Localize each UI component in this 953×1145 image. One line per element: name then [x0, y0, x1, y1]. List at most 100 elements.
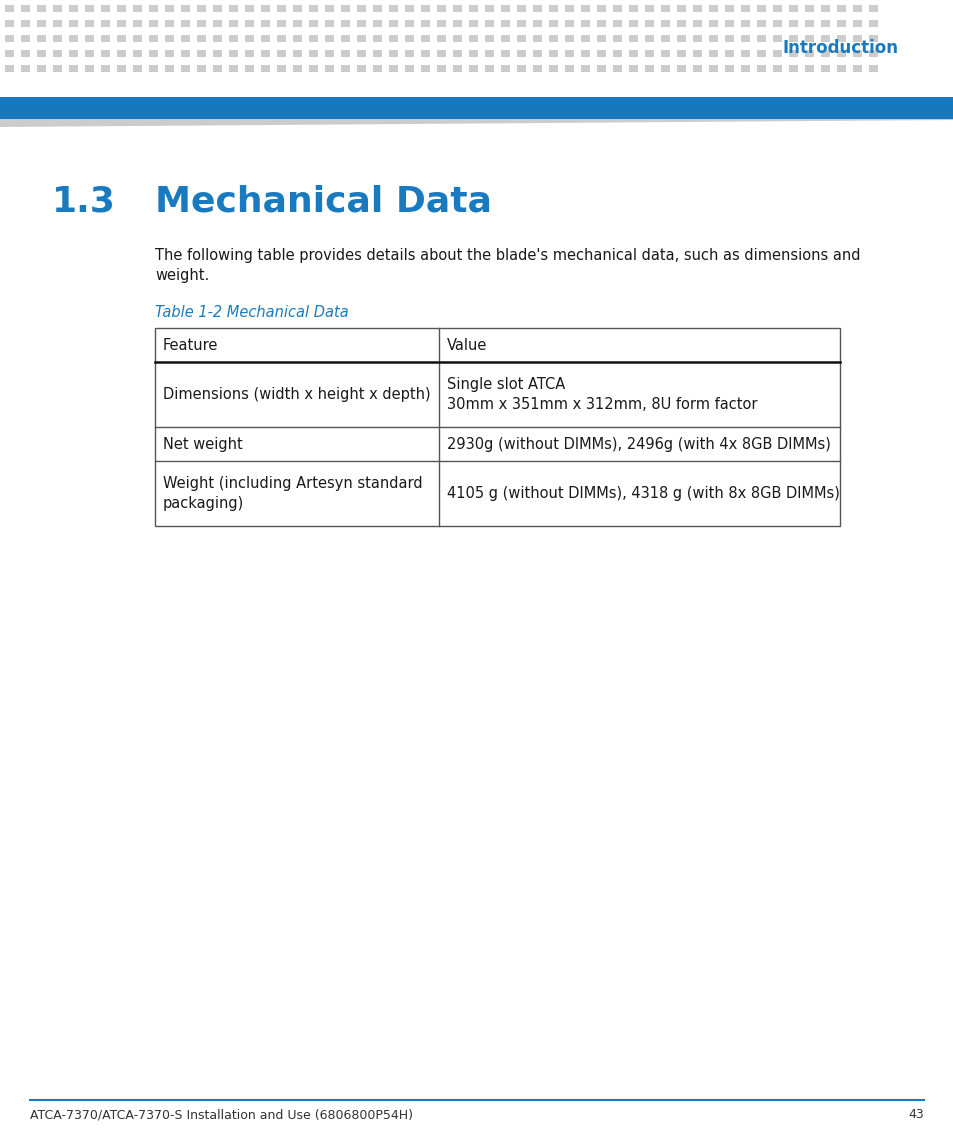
- Text: ATCA-7370/ATCA-7370-S Installation and Use (6806800P54H): ATCA-7370/ATCA-7370-S Installation and U…: [30, 1108, 413, 1121]
- Bar: [548, 50, 558, 57]
- Bar: [340, 50, 350, 57]
- Bar: [692, 35, 701, 42]
- Bar: [597, 50, 605, 57]
- Bar: [293, 19, 302, 27]
- Bar: [420, 5, 430, 11]
- Bar: [772, 5, 781, 11]
- Bar: [740, 65, 749, 72]
- Bar: [836, 50, 845, 57]
- Bar: [69, 19, 78, 27]
- Bar: [340, 19, 350, 27]
- Bar: [101, 65, 110, 72]
- Text: Mechanical Data: Mechanical Data: [154, 185, 492, 219]
- Bar: [276, 19, 286, 27]
- Bar: [245, 50, 253, 57]
- Bar: [21, 19, 30, 27]
- Bar: [821, 35, 829, 42]
- Bar: [405, 65, 414, 72]
- Bar: [821, 5, 829, 11]
- Bar: [21, 65, 30, 72]
- Bar: [340, 5, 350, 11]
- Bar: [37, 5, 46, 11]
- Bar: [0, 97, 953, 119]
- Bar: [724, 5, 733, 11]
- Bar: [276, 5, 286, 11]
- Bar: [53, 5, 62, 11]
- Bar: [181, 5, 190, 11]
- Bar: [37, 19, 46, 27]
- Bar: [69, 5, 78, 11]
- Bar: [245, 65, 253, 72]
- Bar: [660, 50, 669, 57]
- Bar: [724, 19, 733, 27]
- Bar: [788, 19, 797, 27]
- Bar: [580, 35, 589, 42]
- Bar: [356, 35, 366, 42]
- Bar: [276, 65, 286, 72]
- Bar: [692, 50, 701, 57]
- Bar: [229, 50, 237, 57]
- Bar: [469, 65, 477, 72]
- Bar: [309, 50, 317, 57]
- Bar: [436, 5, 446, 11]
- Bar: [149, 35, 158, 42]
- Text: 2930g (without DIMMs), 2496g (with 4x 8GB DIMMs): 2930g (without DIMMs), 2496g (with 4x 8G…: [447, 436, 830, 451]
- Bar: [132, 35, 142, 42]
- Bar: [181, 35, 190, 42]
- Bar: [373, 35, 381, 42]
- Bar: [132, 19, 142, 27]
- Bar: [660, 65, 669, 72]
- Bar: [261, 35, 270, 42]
- Bar: [245, 19, 253, 27]
- Bar: [517, 50, 525, 57]
- Bar: [436, 65, 446, 72]
- Bar: [325, 50, 334, 57]
- Polygon shape: [0, 119, 953, 147]
- Bar: [229, 65, 237, 72]
- Bar: [37, 35, 46, 42]
- Bar: [453, 19, 461, 27]
- Bar: [405, 50, 414, 57]
- Bar: [196, 19, 206, 27]
- Bar: [453, 5, 461, 11]
- Bar: [677, 50, 685, 57]
- Bar: [196, 5, 206, 11]
- Bar: [852, 5, 862, 11]
- Bar: [644, 50, 654, 57]
- Bar: [868, 19, 877, 27]
- Bar: [484, 50, 494, 57]
- Bar: [772, 35, 781, 42]
- Bar: [85, 35, 94, 42]
- Bar: [436, 35, 446, 42]
- Bar: [500, 19, 510, 27]
- Bar: [821, 50, 829, 57]
- Bar: [852, 35, 862, 42]
- Bar: [724, 65, 733, 72]
- Bar: [165, 50, 173, 57]
- Bar: [500, 65, 510, 72]
- Bar: [149, 65, 158, 72]
- Bar: [420, 50, 430, 57]
- Bar: [373, 65, 381, 72]
- Bar: [53, 65, 62, 72]
- Bar: [309, 35, 317, 42]
- Bar: [740, 19, 749, 27]
- Bar: [836, 5, 845, 11]
- Bar: [868, 50, 877, 57]
- Bar: [469, 50, 477, 57]
- Bar: [389, 65, 397, 72]
- Bar: [229, 19, 237, 27]
- Bar: [117, 5, 126, 11]
- Bar: [708, 35, 718, 42]
- Bar: [692, 19, 701, 27]
- Bar: [484, 65, 494, 72]
- Bar: [181, 50, 190, 57]
- Bar: [325, 65, 334, 72]
- Bar: [453, 35, 461, 42]
- Bar: [5, 19, 14, 27]
- Bar: [708, 65, 718, 72]
- Bar: [644, 19, 654, 27]
- Bar: [868, 5, 877, 11]
- Bar: [5, 50, 14, 57]
- Bar: [564, 50, 574, 57]
